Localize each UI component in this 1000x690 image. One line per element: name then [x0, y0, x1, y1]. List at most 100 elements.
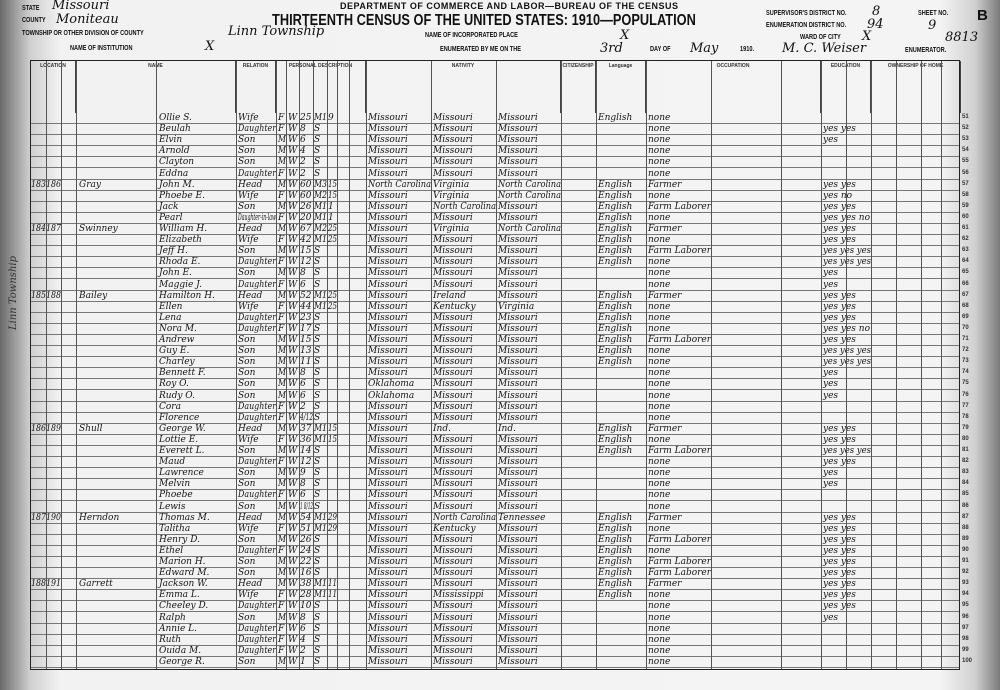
- cell-mar: S: [314, 146, 321, 157]
- table-row: Talitha Wife F W 51 M1 29 Missouri Kentucky Misso…: [31, 524, 959, 535]
- cell-edu: yes yes yes: [823, 246, 872, 257]
- cell-given: Ruth: [159, 634, 181, 645]
- cell-father: Missouri: [433, 656, 473, 667]
- cell-given: Melvin: [159, 479, 191, 490]
- cell-mar: S: [314, 457, 321, 468]
- cell-mother: Missouri: [498, 235, 538, 246]
- cell-mar: S: [314, 446, 321, 456]
- line-number: 92: [962, 569, 969, 576]
- cell-mar: S: [314, 412, 321, 423]
- cell-given: Emma L.: [159, 590, 200, 601]
- cell-occ: none: [648, 279, 671, 290]
- cell-father: Missouri: [433, 157, 473, 168]
- cell-mother: Missouri: [498, 268, 538, 279]
- cell-occ: none: [648, 623, 671, 634]
- cell-edu: yes: [823, 379, 839, 390]
- cell-father: Missouri: [433, 379, 473, 390]
- cell-occ: none: [648, 412, 671, 423]
- line-number: 70: [962, 324, 969, 331]
- line-number: 72: [962, 347, 969, 354]
- cell-mar: S: [314, 601, 321, 612]
- cell-mar: M2: [314, 190, 327, 201]
- cell-surname: Swinney: [79, 224, 118, 234]
- cell-father: Missouri: [433, 346, 473, 357]
- cell-age: 2: [300, 401, 306, 412]
- table-row: 183 186 Gray John M. Head M W 60 M3 15 North Carol…: [31, 180, 959, 191]
- column-divider: [286, 61, 287, 669]
- cell-edu: yes yes: [823, 179, 856, 190]
- line-number: 79: [962, 424, 969, 431]
- cell-father: Missouri: [433, 645, 473, 656]
- ward-value: X: [862, 29, 872, 44]
- cell-given: Beulah: [159, 124, 191, 135]
- cell-occ: Farmer: [648, 579, 682, 590]
- cell-sex: F: [278, 590, 285, 601]
- cell-mar: S: [314, 124, 321, 135]
- cell-mother: Missouri: [498, 590, 538, 601]
- cell-mar: S: [314, 623, 321, 634]
- cell-sex: F: [278, 434, 285, 445]
- line-number: 62: [962, 236, 969, 243]
- cell-age: 8: [300, 124, 306, 135]
- cell-father: Missouri: [433, 312, 473, 323]
- cell-father: Missouri: [433, 279, 473, 290]
- cell-dw: 185: [31, 290, 47, 301]
- cell-father: Missouri: [433, 457, 473, 468]
- cell-age: 6: [300, 490, 306, 501]
- cell-race: W: [288, 323, 298, 334]
- line-number: 88: [962, 524, 969, 531]
- cell-sex: F: [278, 623, 285, 634]
- cell-given: Thomas M.: [159, 512, 210, 523]
- department-heading: DEPARTMENT OF COMMERCE AND LABOR—BUREAU …: [340, 1, 679, 11]
- cell-father: Missouri: [433, 212, 473, 223]
- cell-born: Missouri: [368, 312, 408, 323]
- cell-race: W: [288, 135, 298, 146]
- cell-mother: Missouri: [498, 623, 538, 634]
- cell-born: Missouri: [368, 335, 408, 345]
- cell-age: 6: [300, 279, 306, 290]
- cell-occ: none: [648, 157, 671, 168]
- cell-born: Missouri: [368, 557, 408, 567]
- table-row: Eddna Daughter F W 2 S Missouri Missouri Missour…: [31, 169, 959, 180]
- line-number: 55: [962, 158, 969, 165]
- cell-mother: Missouri: [498, 168, 538, 179]
- table-row: George R. Son M W 1 S Missouri Missouri Missouri…: [31, 657, 959, 668]
- cell-race: W: [288, 235, 298, 246]
- enum-district-value: 94: [867, 17, 884, 32]
- cell-father: Ireland: [433, 290, 466, 301]
- cell-age: 23: [300, 312, 312, 323]
- cell-father: Missouri: [433, 601, 473, 612]
- cell-mother: Missouri: [498, 390, 538, 401]
- cell-mother: Missouri: [498, 212, 538, 223]
- cell-age: 22: [300, 557, 312, 567]
- cell-father: Missouri: [433, 246, 473, 257]
- stamp-number: 8813: [945, 30, 979, 45]
- cell-edu: yes: [823, 479, 839, 490]
- cell-given: Cheeley D.: [159, 601, 209, 612]
- cell-born: Missouri: [368, 212, 408, 223]
- cell-age: 6: [300, 390, 306, 401]
- cell-rel: Wife: [238, 523, 259, 534]
- table-row: 185 188 Bailey Hamilton H. Head M W 52 M1 25 Misso…: [31, 291, 959, 302]
- line-number: 76: [962, 391, 969, 398]
- cell-age: 4: [300, 634, 306, 645]
- cell-yrs: 15: [328, 190, 338, 201]
- cell-age: 60: [300, 179, 312, 190]
- cell-race: W: [288, 434, 298, 445]
- cell-sex: M: [278, 612, 287, 623]
- cell-born: Missouri: [368, 135, 408, 146]
- cell-mother: Missouri: [498, 157, 538, 168]
- cell-surname: Gray: [79, 179, 101, 190]
- supervisor-value: 8: [872, 4, 881, 19]
- cell-mother: Virginia: [498, 301, 535, 312]
- cell-occ: none: [648, 457, 671, 468]
- cell-race: W: [288, 279, 298, 290]
- column-header: PERSONAL DESCRIPTION: [276, 61, 366, 113]
- cell-sex: F: [278, 212, 285, 223]
- cell-sex: F: [278, 279, 285, 290]
- cell-mar: S: [314, 490, 321, 501]
- cell-race: W: [288, 146, 298, 157]
- line-number: 77: [962, 402, 969, 409]
- cell-lang: English: [598, 179, 633, 190]
